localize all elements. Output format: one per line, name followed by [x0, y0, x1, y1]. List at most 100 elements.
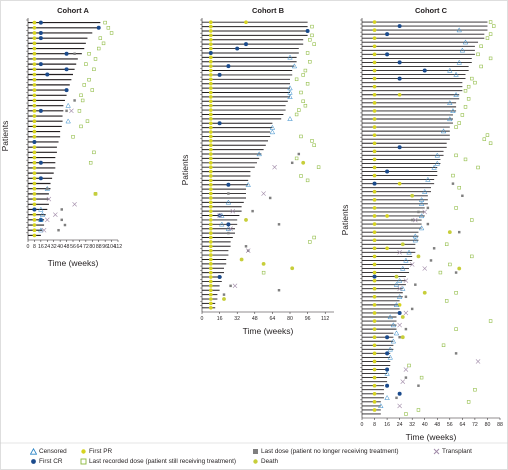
first-pr-marker — [397, 181, 402, 186]
x-tick-label: 24 — [397, 422, 403, 428]
censored-marker — [418, 225, 425, 231]
x-tick-label: 48 — [252, 316, 258, 322]
first-pr-marker — [208, 226, 213, 231]
first-pr-marker — [208, 86, 213, 90]
first-pr-marker — [372, 92, 377, 97]
first-cr-marker — [64, 88, 69, 93]
last-recorded-dose-marker — [106, 26, 111, 30]
first-pr-marker — [32, 57, 37, 61]
first-pr-marker — [372, 319, 377, 323]
last-dose-marker — [222, 293, 226, 296]
first-cr-marker — [38, 160, 43, 165]
last-recorded-dose-marker — [98, 36, 103, 40]
first-pr-marker — [32, 129, 37, 134]
first-pr-marker — [208, 305, 213, 310]
last-recorded-dose-marker — [294, 112, 299, 117]
x-tick-label: 104 — [107, 244, 116, 250]
x-tick-label: 80 — [287, 316, 293, 322]
first-pr-marker — [208, 191, 213, 196]
first-cr-marker — [208, 50, 213, 55]
death-marker — [400, 335, 405, 340]
last-recorded-dose-marker — [470, 76, 474, 81]
transplant-marker — [46, 196, 52, 202]
last-dose-marker — [244, 245, 248, 248]
first-pr-marker — [32, 228, 37, 233]
first-pr-marker — [208, 42, 213, 46]
first-pr-marker — [372, 294, 377, 299]
censored-marker — [456, 27, 462, 33]
censored-marker — [434, 152, 440, 158]
transplant-marker — [41, 227, 47, 233]
censored-marker — [287, 54, 293, 60]
transplant-marker — [403, 367, 409, 372]
last-recorded-dose-marker — [476, 52, 480, 57]
censored-marker — [396, 277, 403, 283]
first-pr-marker — [208, 178, 213, 183]
censored-marker — [456, 59, 462, 65]
x-tick-label: 8 — [373, 422, 376, 428]
first-pr-marker — [208, 139, 213, 143]
x-tick-label: 64 — [77, 244, 83, 250]
censored-marker — [38, 227, 44, 233]
first-pr-marker — [372, 60, 377, 65]
transplant-marker — [72, 201, 77, 207]
last-recorded-dose-marker — [82, 83, 86, 87]
first-pr-marker — [208, 200, 213, 205]
censored-marker — [400, 265, 406, 271]
first-pr-marker — [208, 108, 213, 112]
last-recorded-dose-marker — [303, 103, 308, 108]
x-tick-label: 88 — [497, 422, 503, 428]
first-pr-marker — [385, 246, 389, 251]
last-recorded-dose-marker — [454, 206, 458, 210]
censored-marker — [390, 338, 397, 344]
transplant-marker — [232, 283, 238, 289]
first-pr-marker — [372, 327, 377, 331]
censored-marker — [39, 211, 46, 217]
last-recorded-dose-marker — [448, 262, 452, 267]
first-pr-marker — [32, 119, 37, 124]
first-cr-marker — [422, 68, 427, 73]
x-tick-label: 56 — [70, 244, 76, 250]
death-marker — [400, 315, 405, 319]
last-recorded-dose-marker — [312, 143, 316, 147]
first-pr-marker — [208, 222, 213, 227]
first-pr-marker — [32, 171, 37, 175]
first-pr-marker — [208, 165, 213, 170]
first-pr-marker — [208, 174, 213, 178]
last-recorded-dose-marker — [488, 20, 493, 24]
last-recorded-dose-marker — [301, 73, 305, 77]
first-pr-marker — [372, 189, 377, 194]
x-tick-label: 80 — [89, 244, 95, 250]
last-recorded-dose-marker — [294, 77, 299, 82]
last-recorded-dose-marker — [109, 31, 114, 35]
death-marker — [410, 193, 415, 198]
x-axis-label: Time (weeks) — [48, 258, 99, 268]
first-pr-marker — [208, 55, 213, 60]
last-dose-marker — [404, 327, 408, 331]
last-recorded-dose-marker — [479, 64, 483, 69]
first-pr-marker — [208, 248, 213, 253]
censored-marker — [453, 71, 459, 77]
last-recorded-dose-marker — [297, 108, 301, 112]
first-pr-marker — [372, 36, 377, 40]
censored-marker — [396, 294, 403, 299]
first-pr-marker — [32, 83, 37, 87]
first-pr-marker — [32, 46, 37, 51]
first-pr-marker — [208, 143, 213, 148]
first-pr-marker — [372, 238, 377, 243]
last-recorded-dose-marker — [84, 62, 88, 66]
first-pr-marker — [397, 303, 402, 307]
last-recorded-dose-marker — [308, 240, 312, 244]
last-dose-marker — [277, 223, 281, 226]
censored-marker — [291, 63, 298, 69]
first-pr-marker — [32, 103, 37, 108]
death-marker — [244, 218, 248, 222]
last-recorded-dose-marker — [457, 185, 461, 190]
first-cr-marker — [217, 72, 222, 77]
first-pr-marker — [32, 72, 37, 77]
last-dose-marker — [229, 284, 232, 288]
last-dose-marker — [63, 223, 67, 227]
first-pr-marker — [208, 275, 213, 279]
first-cr-marker — [64, 67, 69, 72]
first-pr-marker — [372, 408, 377, 412]
